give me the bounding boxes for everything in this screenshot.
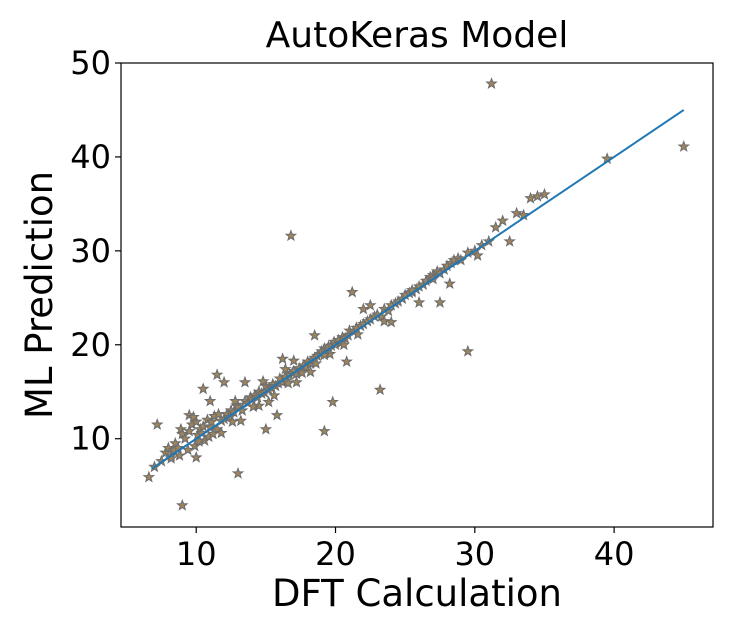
data-point [318,424,331,437]
data-point [203,394,217,407]
y-tick-label: 30 [70,232,111,270]
data-point [461,344,475,357]
fit-line-layer [151,109,685,470]
data-point [189,450,203,463]
data-point [503,234,516,247]
data-point [196,382,210,395]
data-point [173,449,186,461]
data-point [196,419,210,432]
y-tick-label: 20 [70,326,111,364]
fit-line [151,109,685,470]
data-point [357,302,370,315]
data-point [247,400,260,413]
points-layer [142,77,690,511]
data-point [150,418,164,430]
data-point [308,328,321,341]
data-point [234,414,248,427]
data-point [337,338,351,351]
y-tick-label: 50 [70,44,111,82]
y-tick-label: 10 [70,420,111,458]
data-point [178,432,192,445]
x-axis: 10 20 30 40 [176,527,635,573]
data-point [162,441,175,454]
data-point [205,415,218,428]
data-point [378,314,391,327]
data-point [290,375,303,388]
data-point [262,395,275,408]
data-point [471,248,484,261]
data-point [677,140,690,152]
data-point [433,295,447,308]
data-point [304,365,317,378]
x-tick-label: 30 [454,535,495,573]
data-point [489,220,502,233]
x-axis-label: DFT Calculation [272,572,562,615]
data-point [284,229,298,242]
data-point [187,410,200,423]
data-point [443,277,456,290]
data-point [382,304,395,317]
plot-frame [120,62,714,528]
data-point [326,395,339,408]
y-axis: 10 20 30 40 50 [70,44,121,458]
data-point [231,466,245,479]
data-point [510,206,523,219]
data-point [176,427,189,440]
data-point [531,189,544,202]
data-point [238,375,252,388]
chart-title: AutoKeras Model [266,15,569,56]
data-point [176,498,189,511]
data-point [309,357,323,369]
data-point [524,191,537,204]
data-point [364,298,377,311]
x-tick-label: 40 [594,535,635,573]
data-point [210,368,224,381]
data-point [259,422,273,435]
data-point [183,424,196,437]
data-point [287,354,300,367]
data-point [323,347,337,360]
y-axis-label: ML Prediction [18,171,61,419]
data-point [181,443,195,456]
data-point [384,315,398,328]
data-point [270,408,284,421]
data-point [215,426,228,439]
data-point [496,214,509,227]
x-tick-label: 10 [176,535,217,573]
data-point [485,77,498,89]
y-tick-label: 40 [70,138,111,176]
data-point [345,285,359,298]
data-point [206,427,220,440]
data-point [226,415,239,428]
data-point [142,470,156,483]
data-point [217,375,231,388]
data-point [295,366,309,379]
data-point [169,436,182,449]
data-point [340,355,353,368]
data-point [252,399,266,412]
x-tick-label: 20 [315,535,356,573]
data-point [256,374,270,387]
data-point [373,383,387,396]
data-point [538,187,551,200]
data-point [228,394,242,407]
data-point [279,362,292,375]
data-point [276,352,289,365]
data-point [267,388,281,401]
data-point [412,295,426,308]
data-point [281,376,295,389]
